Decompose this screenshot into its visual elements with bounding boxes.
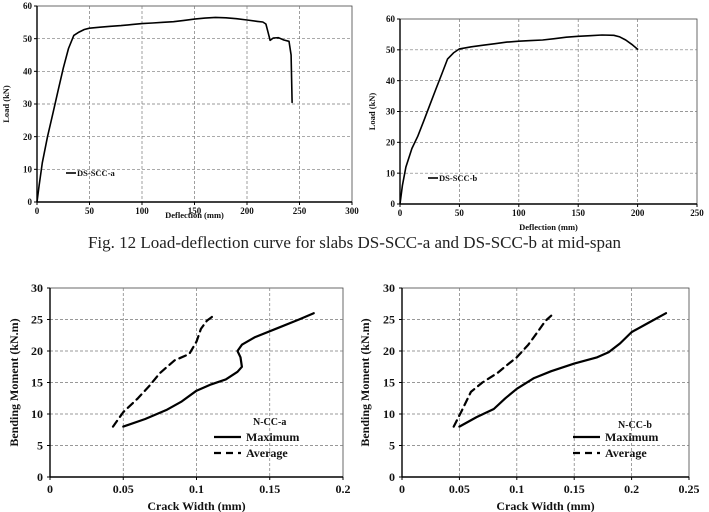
y-tick-label: 30 [383, 281, 395, 295]
y-tick-label: 15 [383, 376, 395, 390]
x-tick-label: 50 [455, 208, 465, 218]
x-tick-label: 0 [398, 208, 403, 218]
y-tick-label: 20 [386, 137, 396, 147]
y-tick-label: 10 [383, 407, 395, 421]
y-tick-label: 60 [23, 1, 33, 11]
x-tick-label: 0.15 [564, 482, 585, 496]
x-tick-label: 0.05 [449, 482, 470, 496]
y-tick-label: 30 [386, 107, 396, 117]
series-line-maximum [458, 312, 668, 428]
legend-entry-label: Maximum [605, 430, 658, 444]
y-tick-label: 60 [386, 14, 396, 24]
series-line-ds-scc-a [36, 16, 293, 203]
y-tick-label: 25 [383, 313, 395, 327]
legend: DS-SCC-a [66, 168, 116, 178]
y-tick-label: 10 [31, 407, 43, 421]
x-tick-label: 0 [35, 206, 40, 216]
legend-title: N-CC-b [618, 420, 652, 431]
chart-2: 0 50 100 150 200 250 0 10 20 30 40 50 60 Deflection (… [367, 14, 704, 232]
legend-entry-label: DS-SCC-b [439, 173, 478, 183]
y-tick-label: 30 [23, 99, 33, 109]
x-tick-label: 300 [345, 206, 359, 216]
x-tick-label: 0 [47, 482, 53, 496]
x-tick-label: 0.25 [679, 482, 700, 496]
x-tick-label: 0.1 [189, 482, 204, 496]
y-tick-label: 15 [31, 376, 43, 390]
legend: DS-SCC-b [428, 173, 478, 183]
legend-entry-label: Average [605, 446, 647, 460]
x-tick-label: 0.2 [624, 482, 639, 496]
y-tick-label: 50 [386, 45, 396, 55]
x-axis-label: Deflection (mm) [165, 210, 224, 220]
y-tick-label: 40 [23, 66, 33, 76]
x-tick-label: 200 [240, 206, 254, 216]
y-tick-label: 10 [23, 164, 33, 174]
legend: N-CC-a Maximum Average [214, 417, 299, 460]
series-line-ds-scc-b [399, 34, 639, 205]
x-tick-label: 0.1 [509, 482, 524, 496]
chart-1: 0 50 100 150 200 250 300 0 10 20 30 40 50 60 Deflectio… [1, 1, 359, 220]
y-tick-label: 25 [31, 313, 43, 327]
y-axis-label: Load (kN) [367, 93, 377, 131]
x-axis-label: Crack Width (mm) [496, 499, 594, 512]
series-line-maximum [122, 312, 315, 428]
y-tick-label: 20 [23, 132, 33, 142]
chart-3: 0 0.05 0.1 0.15 0.2 0 5 10 15 20 25 30 Crack Width (… [7, 281, 351, 512]
x-tick-label: 50 [85, 206, 95, 216]
y-axis-label: Load (kN) [1, 85, 11, 123]
x-tick-label: 250 [690, 208, 704, 218]
y-tick-label: 20 [383, 344, 395, 358]
x-tick-label: 150 [571, 208, 585, 218]
series-line-average [452, 314, 553, 428]
y-tick-label: 40 [386, 76, 396, 86]
x-axis-label: Crack Width (mm) [147, 499, 245, 512]
y-tick-label: 5 [389, 439, 395, 453]
x-tick-label: 150 [188, 206, 202, 216]
y-tick-label: 0 [37, 470, 43, 484]
x-tick-label: 100 [512, 208, 526, 218]
figure-caption: Fig. 12 Load-deflection curve for slabs … [87, 233, 622, 252]
legend-title: N-CC-a [253, 417, 286, 428]
y-tick-label: 0 [391, 199, 396, 209]
y-axis-label: Bending Moment (kN.m) [7, 318, 21, 446]
x-tick-label: 100 [135, 206, 149, 216]
y-tick-label: 50 [23, 34, 33, 44]
x-axis-label: Deflection (mm) [519, 222, 578, 232]
legend-entry-label: DS-SCC-a [77, 168, 116, 178]
y-tick-label: 0 [28, 197, 33, 207]
legend-entry-label: Maximum [246, 430, 299, 444]
y-tick-label: 10 [386, 168, 396, 178]
x-tick-label: 250 [293, 206, 307, 216]
y-tick-label: 0 [389, 470, 395, 484]
x-tick-label: 0 [399, 482, 405, 496]
x-tick-label: 0.15 [259, 482, 280, 496]
y-tick-label: 30 [31, 281, 43, 295]
y-tick-label: 20 [31, 344, 43, 358]
x-tick-label: 0.05 [113, 482, 134, 496]
chart-4: 0 0.05 0.1 0.15 0.2 0.25 0 5 10 15 20 25 30 Crack Wid… [358, 281, 700, 512]
series-line-average [111, 315, 214, 428]
x-tick-label: 0.2 [336, 482, 351, 496]
legend-entry-label: Average [246, 446, 288, 460]
x-tick-label: 200 [631, 208, 645, 218]
y-tick-label: 5 [37, 439, 43, 453]
y-axis-label: Bending Moment (kN.m) [358, 318, 372, 446]
